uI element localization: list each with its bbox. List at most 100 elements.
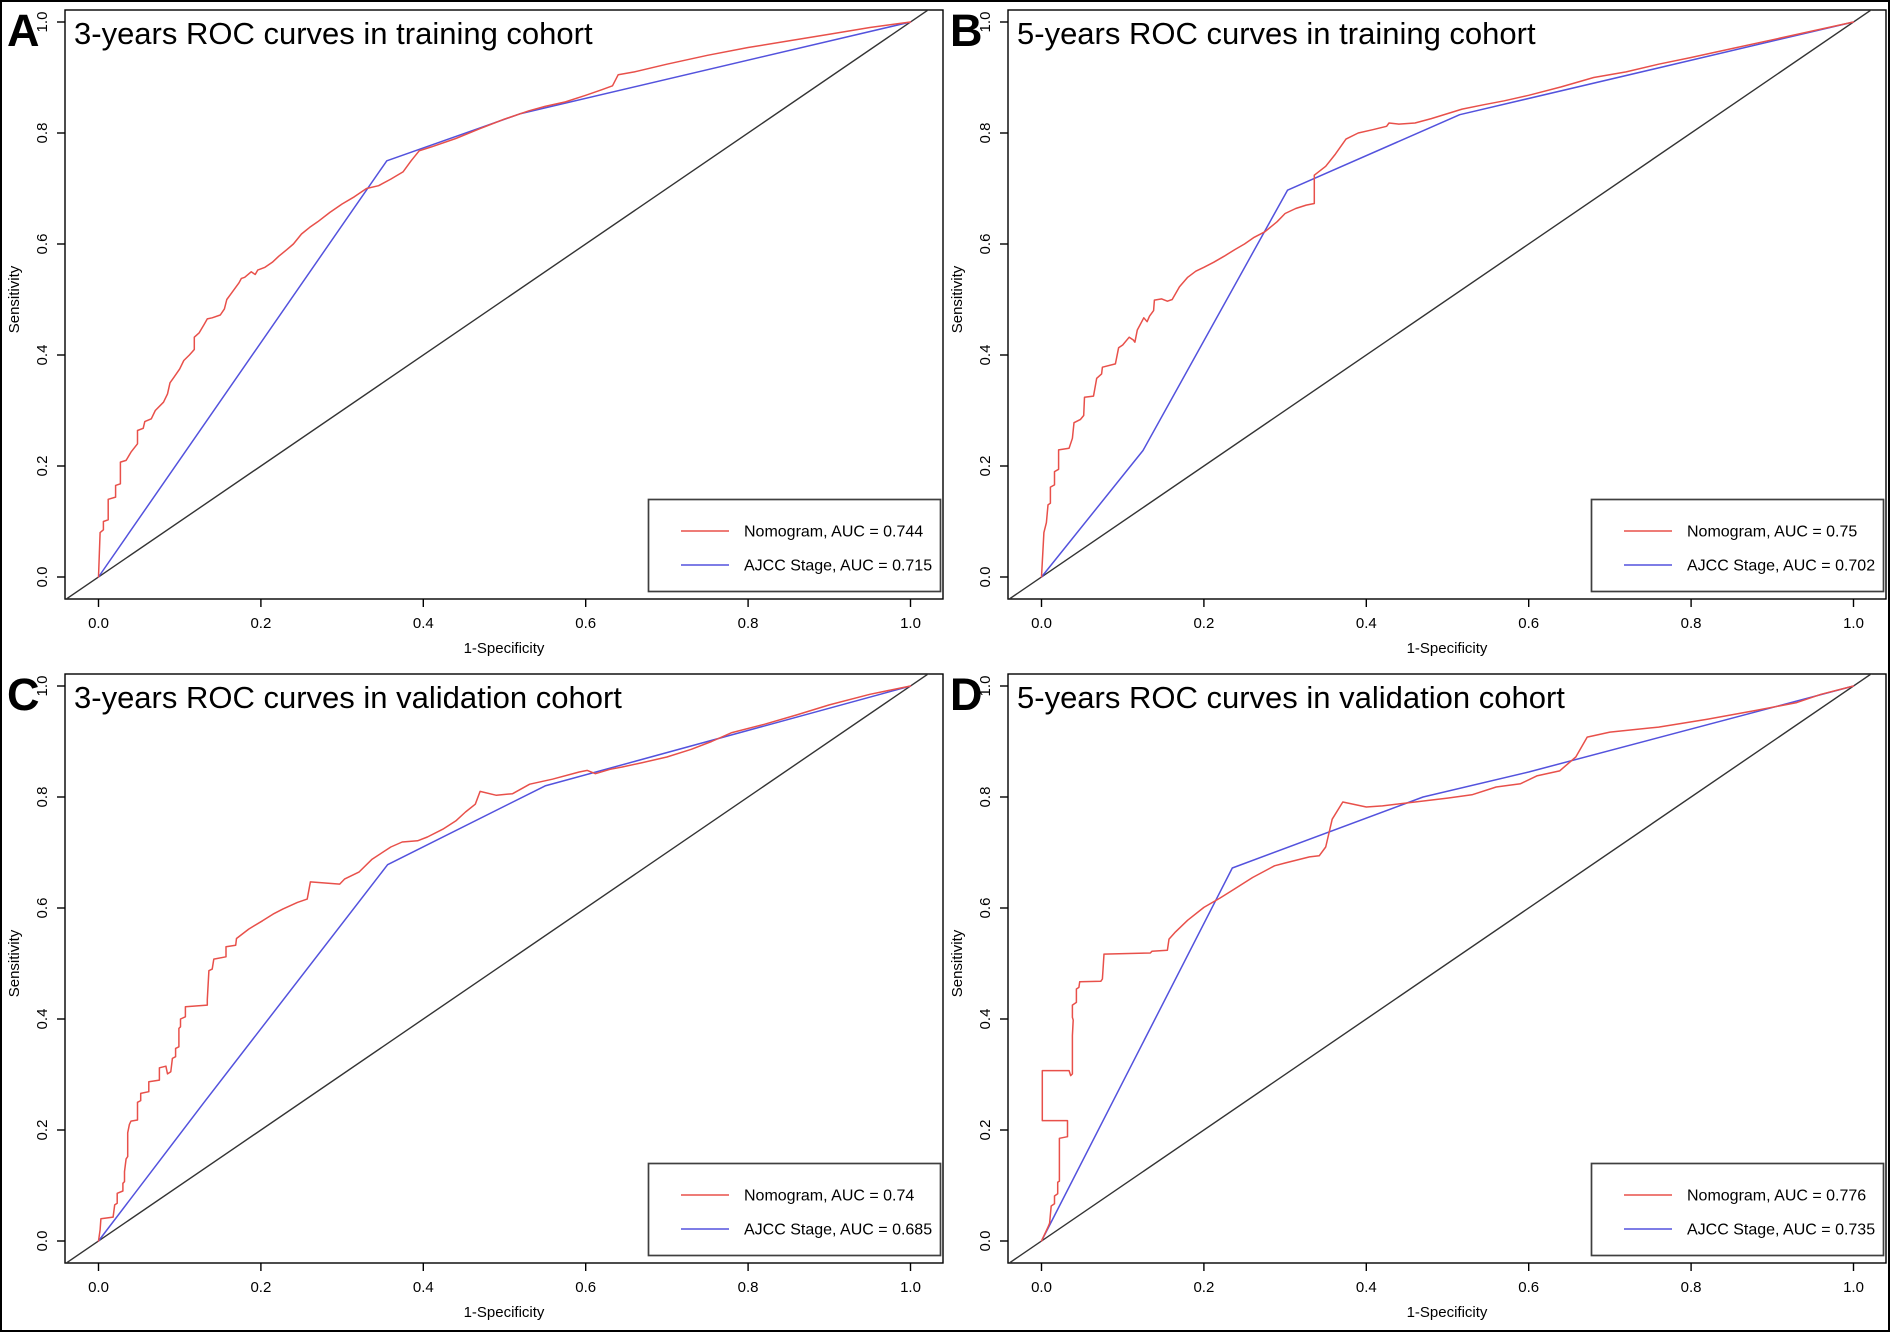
- plot-area: [65, 10, 930, 599]
- panel-title: 5-years ROC curves in validation cohort: [1017, 680, 1565, 715]
- x-tick-label: 0.2: [1193, 615, 1214, 632]
- x-axis-label: 1-Specificity: [1407, 1304, 1488, 1321]
- x-tick-label: 0.4: [1356, 1279, 1377, 1296]
- y-tick-label: 0.8: [34, 123, 51, 144]
- y-axis-label: Sensitivity: [949, 265, 966, 333]
- panel-letter: D: [950, 669, 983, 720]
- plot-box: [64, 673, 944, 1264]
- legend-label-ajcc: AJCC Stage, AUC = 0.715: [744, 558, 932, 575]
- x-tick-label: 0.6: [575, 615, 596, 632]
- y-tick-label: 0.8: [977, 787, 994, 808]
- plot-area: [65, 674, 930, 1263]
- y-tick-label: 0.4: [977, 345, 994, 366]
- legend-label-ajcc: AJCC Stage, AUC = 0.685: [744, 1222, 932, 1239]
- x-axis-label: 1-Specificity: [464, 640, 545, 657]
- diagonal-reference-line: [1008, 10, 1873, 599]
- panel-letter: A: [7, 5, 40, 56]
- legend-box: [647, 1162, 942, 1257]
- x-tick-label: 0.8: [1681, 615, 1702, 632]
- roc-chart-3yr-training: 0.0 0.2 0.4 0.6 0.8 1.0 0.0 0.2 0.4 0.6 0.8 1.0 1-Sp…: [6, 5, 944, 657]
- legend: Nomogram, AUC = 0.75 AJCC Stage, AUC = 0.…: [1590, 498, 1885, 593]
- legend-label-nomogram: Nomogram, AUC = 0.776: [1687, 1188, 1866, 1205]
- y-tick-label: 0.2: [34, 456, 51, 477]
- x-tick-label: 0.6: [1518, 1279, 1539, 1296]
- x-tick-label: 0.6: [575, 1279, 596, 1296]
- x-tick-label: 1.0: [1843, 1279, 1864, 1296]
- diagonal-reference-line: [65, 674, 930, 1263]
- x-axis-label: 1-Specificity: [464, 1304, 545, 1321]
- plot-area: [1008, 674, 1873, 1263]
- y-tick-label: 0.4: [34, 1009, 51, 1030]
- panel-title: 3-years ROC curves in training cohort: [74, 16, 593, 51]
- panel-b-5yr-training: 0.0 0.2 0.4 0.6 0.8 1.0 0.0 0.2 0.4 0.6 0.8 1.0 1-Sp…: [945, 2, 1888, 668]
- x-tick-label: 0.6: [1518, 615, 1539, 632]
- panel-c-3yr-validation: 0.0 0.2 0.4 0.6 0.8 1.0 0.0 0.2 0.4 0.6 0.8 1.0 1-Sp…: [2, 666, 947, 1330]
- y-tick-label: 1.0: [977, 12, 994, 33]
- roc-curve-ajcc: [1040, 21, 1855, 578]
- y-tick-label: 0.0: [977, 1231, 994, 1252]
- legend: Nomogram, AUC = 0.74 AJCC Stage, AUC = 0.…: [647, 1162, 942, 1257]
- x-tick-label: 0.2: [250, 615, 271, 632]
- y-tick-label: 0.6: [34, 234, 51, 255]
- x-tick-label: 0.0: [1031, 1279, 1052, 1296]
- legend-label-ajcc: AJCC Stage, AUC = 0.735: [1687, 1222, 1875, 1239]
- y-tick-label: 0.6: [977, 234, 994, 255]
- x-tick-label: 0.2: [250, 1279, 271, 1296]
- x-tick-label: 1.0: [900, 1279, 921, 1296]
- y-tick-label: 1.0: [977, 676, 994, 697]
- x-tick-label: 1.0: [900, 615, 921, 632]
- roc-chart-5yr-validation: 0.0 0.2 0.4 0.6 0.8 1.0 0.0 0.2 0.4 0.6 0.8 1.0 1-Sp…: [949, 669, 1887, 1321]
- x-tick-label: 0.4: [413, 1279, 434, 1296]
- panel-title: 5-years ROC curves in training cohort: [1017, 16, 1536, 51]
- y-tick-label: 0.8: [34, 787, 51, 808]
- diagonal-reference-line: [1008, 674, 1873, 1263]
- y-tick-label: 1.0: [34, 12, 51, 33]
- legend-label-nomogram: Nomogram, AUC = 0.74: [744, 1188, 914, 1205]
- x-tick-label: 0.8: [738, 615, 759, 632]
- roc-chart-5yr-training: 0.0 0.2 0.4 0.6 0.8 1.0 0.0 0.2 0.4 0.6 0.8 1.0 1-Sp…: [949, 5, 1887, 657]
- legend: Nomogram, AUC = 0.744 AJCC Stage, AUC = 0…: [647, 498, 942, 593]
- y-axis-label: Sensitivity: [6, 929, 23, 997]
- y-tick-label: 0.4: [34, 345, 51, 366]
- x-axis-label: 1-Specificity: [1407, 640, 1488, 657]
- panel-d-5yr-validation: 0.0 0.2 0.4 0.6 0.8 1.0 0.0 0.2 0.4 0.6 0.8 1.0 1-Sp…: [945, 666, 1888, 1330]
- y-tick-label: 0.4: [977, 1009, 994, 1030]
- x-tick-label: 0.8: [738, 1279, 759, 1296]
- legend-box: [1590, 498, 1885, 593]
- legend-label-nomogram: Nomogram, AUC = 0.744: [744, 524, 923, 541]
- roc-curve-nomogram: [97, 685, 912, 1242]
- y-tick-label: 0.8: [977, 123, 994, 144]
- y-tick-label: 0.2: [34, 1120, 51, 1141]
- x-tick-label: 0.4: [413, 615, 434, 632]
- legend-label-ajcc: AJCC Stage, AUC = 0.702: [1687, 558, 1875, 575]
- plot-box: [64, 9, 944, 600]
- y-axis-label: Sensitivity: [949, 929, 966, 997]
- y-tick-label: 0.2: [977, 1120, 994, 1141]
- legend-box: [1590, 1162, 1885, 1257]
- legend-box: [647, 498, 942, 593]
- diagonal-reference-line: [65, 10, 930, 599]
- y-tick-label: 0.6: [977, 898, 994, 919]
- y-tick-label: 0.2: [977, 456, 994, 477]
- x-tick-label: 0.8: [1681, 1279, 1702, 1296]
- roc-curve-nomogram: [97, 21, 912, 578]
- legend-label-nomogram: Nomogram, AUC = 0.75: [1687, 524, 1857, 541]
- roc-curve-ajcc: [97, 685, 912, 1242]
- y-tick-label: 0.0: [977, 567, 994, 588]
- legend: Nomogram, AUC = 0.776 AJCC Stage, AUC = 0…: [1590, 1162, 1885, 1257]
- panel-title: 3-years ROC curves in validation cohort: [74, 680, 622, 715]
- plot-box: [1007, 673, 1887, 1264]
- panel-letter: B: [950, 5, 983, 56]
- y-tick-label: 0.0: [34, 1231, 51, 1252]
- roc-chart-3yr-validation: 0.0 0.2 0.4 0.6 0.8 1.0 0.0 0.2 0.4 0.6 0.8 1.0 1-Sp…: [6, 669, 944, 1321]
- y-tick-label: 0.0: [34, 567, 51, 588]
- plot-area: [1008, 10, 1873, 599]
- roc-curve-nomogram: [1040, 21, 1855, 578]
- panel-a-3yr-training: 0.0 0.2 0.4 0.6 0.8 1.0 0.0 0.2 0.4 0.6 0.8 1.0 1-Sp…: [2, 2, 947, 668]
- x-tick-label: 1.0: [1843, 615, 1864, 632]
- y-tick-label: 1.0: [34, 676, 51, 697]
- x-tick-label: 0.0: [1031, 615, 1052, 632]
- x-tick-label: 0.2: [1193, 1279, 1214, 1296]
- y-axis-label: Sensitivity: [6, 265, 23, 333]
